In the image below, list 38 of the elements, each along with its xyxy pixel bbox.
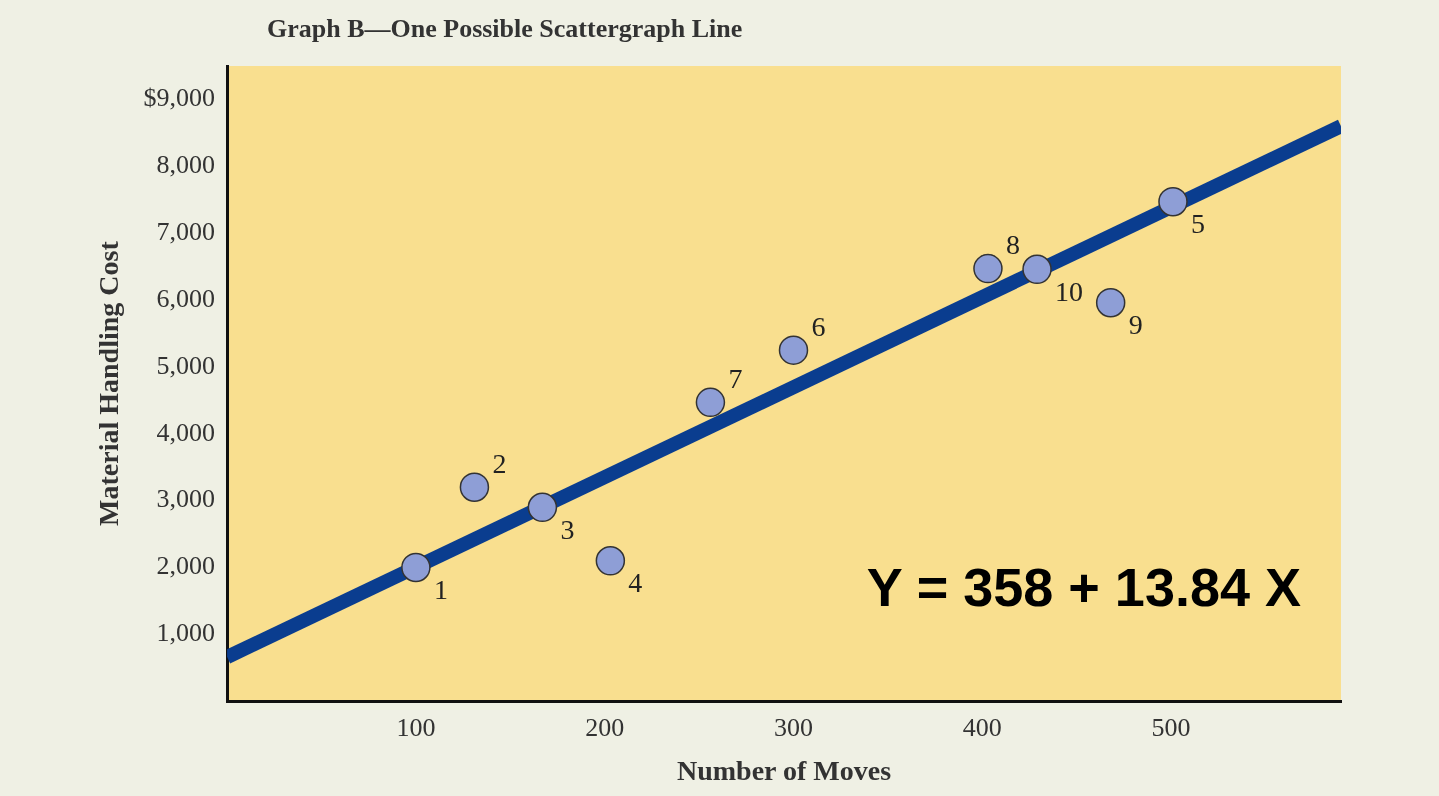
annotation: 10 <box>1055 275 1084 307</box>
annotation: 6 <box>811 310 826 342</box>
annotation: 5 <box>1190 208 1205 240</box>
annotation: 2 <box>492 447 507 479</box>
point <box>695 387 726 418</box>
y-tick-label: 7,000 <box>156 216 216 246</box>
annotation: 9 <box>1128 309 1143 341</box>
y-tick-label: 1,000 <box>156 618 216 648</box>
y-tick-label: 8,000 <box>156 150 216 180</box>
y-tick-label: $9,000 <box>143 83 216 113</box>
y-tick-label: 4,000 <box>156 417 216 447</box>
x-tick-label: 400 <box>962 712 1002 742</box>
annotation: Y = 358 + 13.84 X <box>866 557 1301 618</box>
x-tick-label: 300 <box>773 712 813 742</box>
annotation: 8 <box>1005 228 1020 260</box>
point <box>595 546 626 576</box>
x-axis-title: Number of Moves <box>676 755 892 787</box>
chart-title: Graph B—One Possible Scattergraph Line <box>267 14 743 44</box>
annotation: 7 <box>728 362 743 394</box>
point <box>778 335 809 365</box>
y-tick-label: 3,000 <box>156 484 216 514</box>
x-tick-label: 200 <box>585 712 625 742</box>
point <box>1022 254 1052 285</box>
point <box>401 552 431 583</box>
point <box>1095 287 1126 318</box>
annotation: 3 <box>560 513 575 545</box>
y-tick-label: 5,000 <box>156 350 216 380</box>
x-tick-label: 100 <box>396 712 436 742</box>
point <box>1158 186 1188 217</box>
x-tick-label: 500 <box>1151 712 1191 742</box>
y-tick-label: 6,000 <box>156 283 216 313</box>
y-tick-label: 2,000 <box>156 551 216 581</box>
point <box>527 492 558 523</box>
point <box>459 472 490 502</box>
annotation: 1 <box>433 573 448 605</box>
y-axis-title: Material Handling Cost <box>93 240 125 526</box>
annotation: 4 <box>628 567 643 599</box>
point <box>973 253 1003 284</box>
